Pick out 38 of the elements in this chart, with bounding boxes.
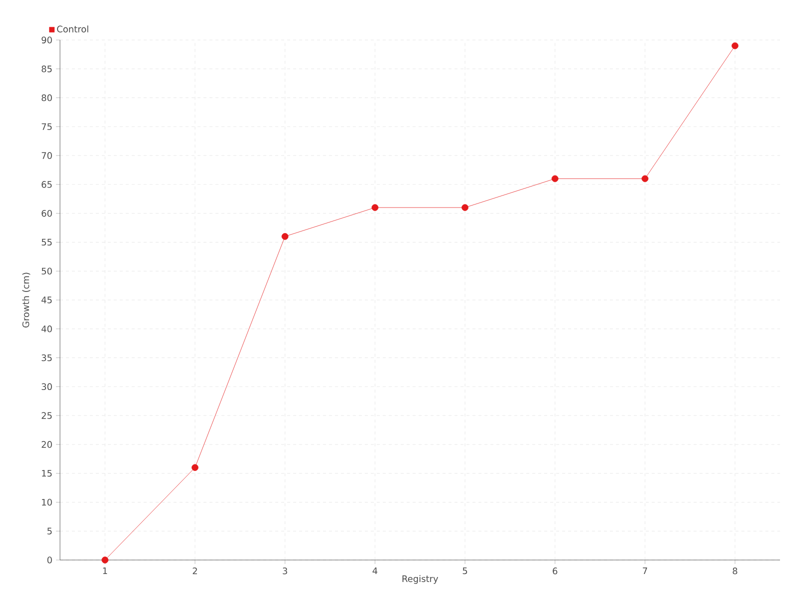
- x-tick-label: 6: [552, 568, 558, 574]
- point: [642, 175, 648, 182]
- y-tick-label: 5: [47, 528, 52, 534]
- y-tick-label: 50: [42, 268, 52, 274]
- y-tick-label: 60: [42, 210, 52, 217]
- point: [282, 233, 288, 240]
- x-tick-label: 2: [192, 568, 197, 574]
- y-tick-label: 40: [42, 325, 52, 332]
- x-tick-label: 7: [642, 568, 648, 574]
- point: [372, 204, 378, 211]
- y-tick-label: 55: [42, 238, 52, 246]
- point: [102, 556, 108, 564]
- point: [462, 204, 468, 211]
- legend-label: Control: [57, 26, 88, 32]
- y-tick-label: 25: [42, 412, 52, 419]
- y-tick-label: 10: [42, 498, 52, 506]
- y-tick-label: 15: [42, 470, 52, 477]
- y-tick-label: 35: [42, 354, 52, 362]
- y-tick-label: 80: [42, 94, 52, 102]
- x-tick-label: 5: [462, 568, 468, 574]
- y-tick-label: 65: [42, 181, 52, 188]
- y-tick-label: 70: [42, 152, 52, 159]
- x-tick-label: 3: [282, 568, 288, 574]
- point: [192, 464, 198, 471]
- y-axis-title: Growth (cm): [22, 272, 30, 328]
- point: [552, 175, 558, 182]
- y-tick-label: 30: [42, 383, 52, 390]
- x-axis-title: Registry: [402, 575, 438, 584]
- x-tick-label: 8: [732, 568, 738, 574]
- y-tick-label: 85: [42, 65, 52, 72]
- y-tick-label: 0: [47, 556, 52, 564]
- x-tick-label: 1: [103, 568, 108, 574]
- point: [732, 42, 738, 50]
- y-tick-label: 90: [42, 36, 52, 44]
- y-tick-label: 75: [42, 123, 52, 130]
- x-tick-label: 4: [372, 568, 378, 574]
- y-tick-label: 20: [42, 441, 52, 448]
- y-tick-label: 45: [42, 296, 52, 304]
